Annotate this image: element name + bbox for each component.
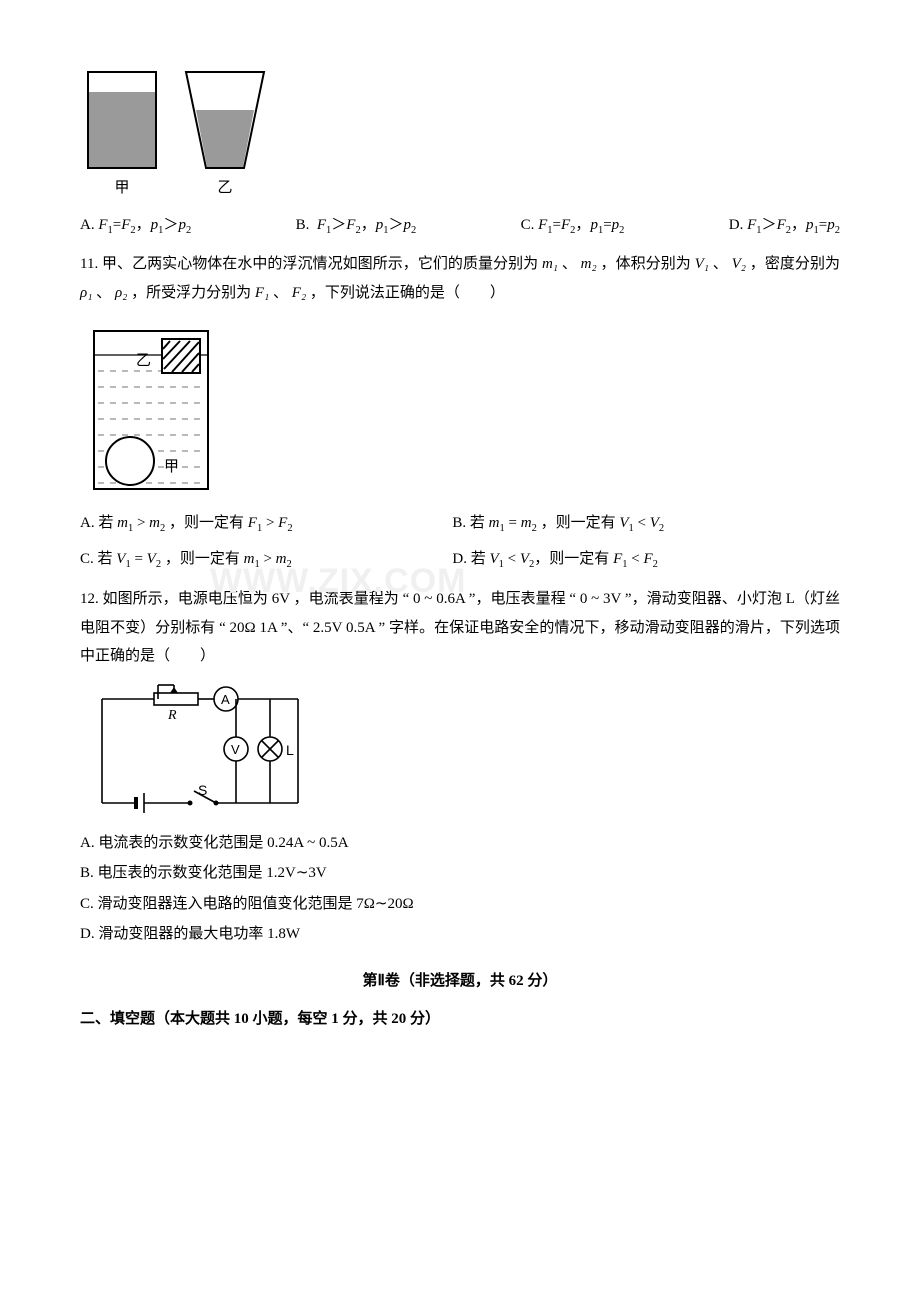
q10-label-left: 甲 (86, 170, 158, 203)
q10-cup-right: 乙 (180, 70, 270, 203)
q11-text-h: 、 (273, 285, 288, 301)
q11-text-b: 、 (562, 256, 577, 272)
q11-text-a: 11. 甲、乙两实心物体在水中的浮沉情况如图所示，它们的质量分别为 (80, 256, 538, 272)
section2-title: 第Ⅱ卷（非选择题，共 62 分） (80, 967, 840, 996)
q11-opt-b[interactable]: B. 若 m1 = m2 ，则一定有 V1 < V2 (452, 509, 824, 539)
q11-opt-a[interactable]: A. 若 m1 > m2 ，则一定有 F1 > F2 (80, 509, 452, 539)
q12-opt-c[interactable]: C. 滑动变阻器连入电路的阻值变化范围是 7Ω∼20Ω (80, 890, 840, 919)
cup-right-svg (180, 70, 270, 170)
section2-fill: 二、填空题（本大题共 10 小题，每空 1 分，共 20 分） (80, 1005, 840, 1034)
q11-opt-d[interactable]: D. 若 V1 < V2，则一定有 F1 < F2 (452, 545, 824, 575)
q11-v1: V₁ (695, 256, 709, 272)
q10-opt-d[interactable]: D. F1＞F2，p1=p2 (729, 211, 840, 241)
q11-rho2: ρ₂ (115, 285, 127, 301)
svg-text:S: S (198, 782, 207, 798)
q11-v2: V₂ (732, 256, 746, 272)
q12-figure: R A L V S (86, 681, 840, 821)
q10-figure: 甲 乙 (86, 70, 840, 203)
q11-opt-c[interactable]: WWW.ZIX.COM C. 若 V1 = V2 ，则一定有 m1 > m2 (80, 545, 452, 575)
q12-circuit-svg: R A L V S (86, 681, 316, 821)
svg-text:L: L (286, 742, 294, 758)
q11-stem: 11. 甲、乙两实心物体在水中的浮沉情况如图所示，它们的质量分别为 m₁ 、 m… (80, 250, 840, 307)
q11-text-c: ，体积分别为 (601, 256, 691, 272)
q10-label-right: 乙 (180, 170, 270, 203)
q11-text-f: 、 (96, 285, 111, 301)
q10-opt-a[interactable]: A. F1=F2，p1＞p2 (80, 211, 191, 241)
q10-opt-c[interactable]: C. F1=F2，p1=p2 (521, 211, 625, 241)
q10-cup-left: 甲 (86, 70, 158, 203)
q12-opt-b[interactable]: B. 电压表的示数变化范围是 1.2V∼3V (80, 859, 840, 888)
q11-text-i: ，下列说法正确的是（ ） (310, 285, 505, 301)
q12-opt-a[interactable]: A. 电流表的示数变化范围是 0.24A ~ 0.5A (80, 829, 840, 858)
q10-opt-b[interactable]: B. F1＞F2，p1＞p2 (296, 211, 417, 241)
q11-figure: 乙 甲 (86, 325, 840, 495)
svg-text:R: R (167, 708, 177, 723)
q12-stem: 12. 如图所示，电源电压恒为 6V ，电流表量程为 “ 0 ~ 0.6A ”，… (80, 585, 840, 671)
q11-text-e: ，密度分别为 (750, 256, 840, 272)
q11-label-top: 乙 (136, 353, 151, 369)
q11-text-d: 、 (713, 256, 728, 272)
q11-f1: F₁ (255, 285, 269, 301)
q11-m1: m₁ (542, 256, 558, 272)
q11-text-g: ，所受浮力分别为 (131, 285, 251, 301)
q11-options: A. 若 m1 > m2 ，则一定有 F1 > F2 B. 若 m1 = m2 … (80, 509, 840, 581)
q11-rho1: ρ₁ (80, 285, 92, 301)
q12-opt-d[interactable]: D. 滑动变阻器的最大电功率 1.8W (80, 920, 840, 949)
q11-f2: F₂ (292, 285, 306, 301)
svg-text:V: V (231, 742, 240, 757)
q12-options: A. 电流表的示数变化范围是 0.24A ~ 0.5A B. 电压表的示数变化范… (80, 829, 840, 949)
q10-options: A. F1=F2，p1＞p2 B. F1＞F2，p1＞p2 C. F1=F2，p… (80, 211, 840, 241)
q11-label-bottom: 甲 (164, 459, 179, 475)
cup-left-svg (86, 70, 158, 170)
q11-m2: m₂ (581, 256, 597, 272)
svg-text:A: A (221, 692, 230, 707)
q11-svg: 乙 甲 (86, 325, 216, 495)
